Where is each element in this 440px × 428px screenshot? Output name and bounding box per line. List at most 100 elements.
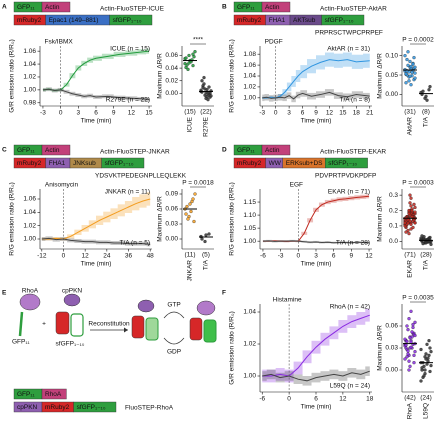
- data-point: [410, 70, 414, 74]
- construct-label: GFP₁₁: [237, 4, 256, 11]
- panel-title: FluoSTEP-RhoA: [125, 405, 174, 412]
- construct-label: ERKsub+DS: [286, 160, 323, 167]
- construct-label: FHA1: [269, 17, 286, 24]
- x-tick-label: -3: [40, 110, 46, 117]
- y-axis-label: G/R emission ratio (R/R₀): [229, 311, 236, 385]
- construct-label: RhoA: [45, 391, 62, 398]
- x-tick-label: 0: [62, 253, 66, 260]
- data-point: [407, 317, 411, 321]
- x-tick-label: 3: [77, 110, 81, 117]
- cycle-arrow: [163, 337, 185, 345]
- data-point: [427, 353, 431, 357]
- data-point: [186, 217, 190, 221]
- data-point: [205, 87, 209, 92]
- data-point: [421, 241, 425, 246]
- construct-label: sfGFP₁₋₁₀: [325, 17, 354, 24]
- diagram-label: RhoA: [22, 288, 39, 295]
- y-tick-label: 0.00: [385, 91, 398, 98]
- data-point: [413, 320, 417, 324]
- series-label: T/A (n = 8): [339, 97, 370, 104]
- data-point: [413, 205, 417, 210]
- y-tick-label: 0.98: [23, 99, 36, 106]
- data-point: [424, 241, 428, 245]
- x-tick-label: 3: [314, 253, 318, 260]
- x-tick-label: 0: [287, 396, 291, 403]
- y-tick-label: 1.02: [243, 84, 256, 91]
- data-point: [427, 88, 431, 92]
- data-point: [410, 208, 414, 213]
- sfgfp-barrel: [70, 313, 84, 337]
- construct-label: GFP₁₁: [17, 391, 36, 398]
- data-point: [405, 339, 409, 344]
- data-point: [427, 339, 431, 343]
- x-tick-label: 24: [103, 253, 111, 260]
- category-label: R279E: [203, 116, 210, 137]
- series-line: [42, 88, 150, 101]
- x-tick-label: 18: [353, 110, 361, 117]
- y-tick-label: 1.06: [23, 196, 36, 203]
- data-point: [412, 55, 416, 60]
- y-tick-label: 0.06: [165, 52, 178, 59]
- rhoa-shape: [19, 293, 41, 311]
- data-point: [207, 232, 211, 236]
- diagram-label: +: [42, 321, 46, 328]
- construct-label: sfGFP₁₋₁₀: [328, 160, 357, 167]
- data-point: [206, 98, 210, 102]
- data-point: [408, 201, 412, 205]
- construct-segment: [101, 157, 145, 169]
- x-tick-label: -6: [260, 253, 266, 260]
- construct-segment: [41, 144, 71, 156]
- n-label: (15): [184, 109, 196, 116]
- series-label: AktAR (n = 31): [327, 46, 370, 53]
- series-line: [262, 370, 370, 382]
- schematic: RhoA cpPKN GFP₁₁ + sfGFP₁₋₁₀ Reconstitut…: [12, 288, 217, 356]
- construct-label: GFP₁₁: [237, 147, 256, 154]
- series-line: [262, 195, 370, 242]
- x-tick-label: 6: [314, 396, 318, 403]
- construct-label: mRuby2: [237, 160, 262, 167]
- series-label: JNKAR (n = 11): [105, 189, 150, 196]
- data-point: [413, 76, 417, 80]
- y-axis-label: Maximum ΔR/R: [157, 53, 164, 99]
- sequence: YDSVKTPEDEGNPLLEQLEKK: [95, 173, 187, 180]
- data-point: [412, 202, 416, 207]
- cppkn-shape: [137, 299, 155, 313]
- data-point: [408, 74, 412, 78]
- data-point: [408, 219, 412, 223]
- construct-label: WW: [269, 160, 282, 167]
- x-tick-label: 0: [297, 253, 301, 260]
- construct-label: Actin: [45, 147, 60, 154]
- data-point: [411, 62, 415, 66]
- significance: P = 0.0003: [402, 180, 434, 187]
- y-tick-label: 0.0: [389, 238, 398, 245]
- data-point: [428, 235, 432, 240]
- gfp-barrel: [145, 317, 159, 341]
- data-point: [184, 56, 188, 60]
- y-tick-label: 1.06: [23, 48, 36, 55]
- data-point: [424, 352, 428, 356]
- x-tick-label: 6: [332, 253, 336, 260]
- data-point: [184, 212, 188, 216]
- x-tick-label: 9: [314, 110, 318, 117]
- series-label: T/A (n = 28): [336, 240, 370, 247]
- series-line: [262, 91, 370, 100]
- y-tick-label: 1.04: [23, 61, 36, 68]
- panel-letter: B: [222, 4, 227, 11]
- y-axis-label: R/G emission ratio (R/R₀): [229, 39, 236, 113]
- data-point: [192, 55, 196, 59]
- y-tick-label: 1.00: [243, 238, 256, 245]
- data-point: [411, 322, 415, 327]
- x-tick-label: 9: [350, 253, 354, 260]
- diagram-label: sfGFP₁₋₁₀: [56, 341, 85, 348]
- data-point: [408, 59, 412, 64]
- y-tick-label: 0.00: [165, 90, 178, 97]
- data-point: [187, 53, 191, 58]
- x-tick-label: 36: [125, 253, 133, 260]
- construct-label: mRuby2: [237, 17, 262, 24]
- y-axis-label: R/G emission ratio (R/R₀): [9, 182, 16, 256]
- panel-title: Actin-FluoSTEP-AktAR: [320, 6, 387, 13]
- data-point: [200, 79, 204, 83]
- x-tick-label: 0: [274, 110, 278, 117]
- data-point: [411, 325, 415, 330]
- data-point: [407, 211, 411, 216]
